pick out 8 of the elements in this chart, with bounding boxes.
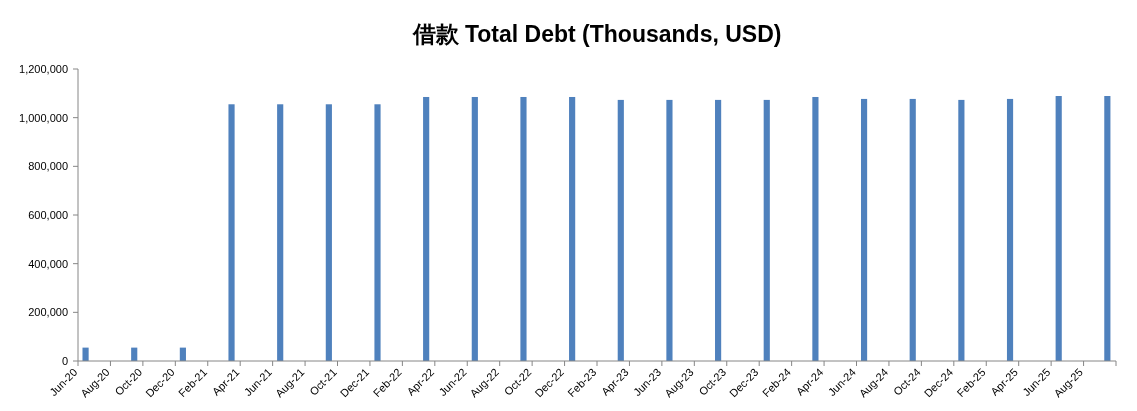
y-tick-label: 1,200,000 [19, 63, 68, 75]
y-tick-label: 0 [61, 355, 68, 367]
y-tick-label: 200,000 [28, 306, 68, 319]
y-tick-label: 800,000 [28, 160, 68, 173]
y-tick-label: 400,000 [28, 257, 68, 270]
y-tick-label: 1,000,000 [19, 111, 68, 124]
y-tick-label: 600,000 [28, 209, 68, 221]
chart-title: 借款 Total Debt (Thousands, USD) [411, 21, 782, 47]
